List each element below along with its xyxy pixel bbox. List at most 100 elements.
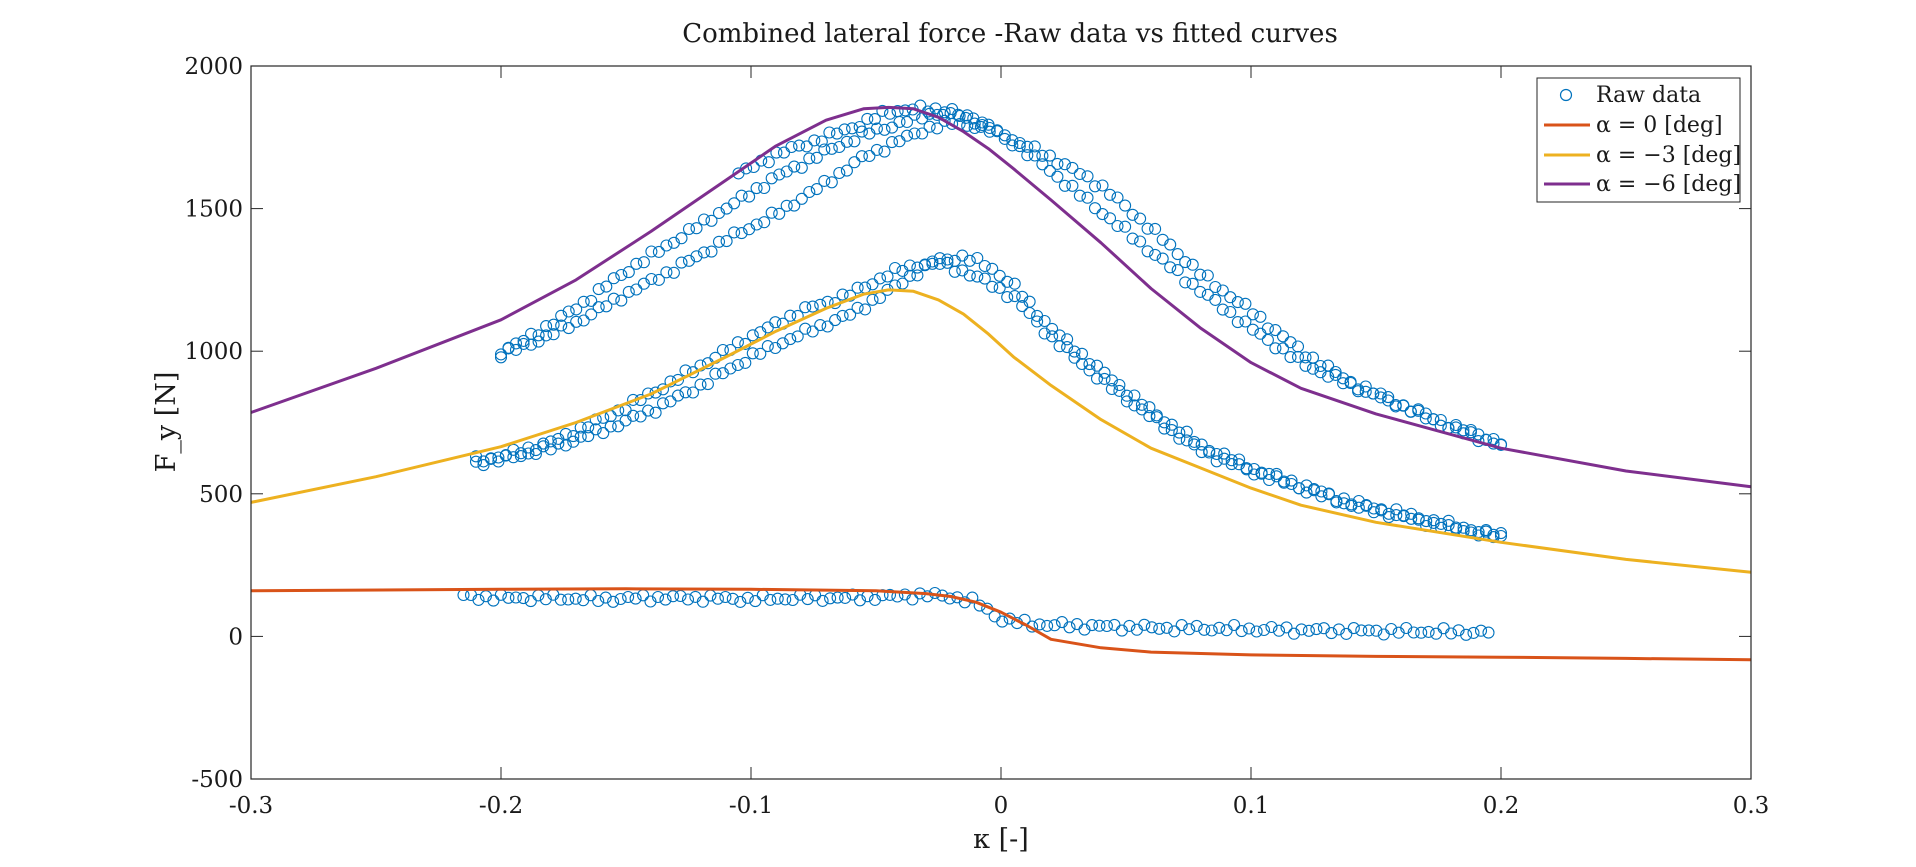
raw-data-point — [1098, 366, 1111, 379]
raw-data-point — [1374, 391, 1387, 404]
raw-data-point — [1164, 238, 1177, 251]
raw-data-point — [808, 134, 821, 147]
y-tick-label: 0 — [228, 624, 243, 650]
raw-data-point — [1128, 399, 1141, 412]
raw-data-point — [705, 214, 718, 227]
raw-data-point — [799, 322, 812, 335]
raw-data-point — [1285, 474, 1298, 487]
raw-data-point — [555, 309, 568, 322]
raw-data-point — [554, 593, 567, 606]
raw-data-point — [1397, 509, 1410, 522]
raw-data-point — [933, 252, 946, 265]
raw-data-point — [1180, 434, 1193, 447]
raw-data-point — [660, 266, 673, 279]
raw-data-point — [815, 135, 828, 148]
raw-data-point — [522, 441, 535, 454]
raw-data-point — [701, 378, 714, 391]
raw-data-point — [1467, 626, 1480, 639]
raw-data-point — [660, 239, 673, 252]
raw-data-point — [1457, 424, 1470, 437]
raw-data-point — [941, 253, 954, 266]
raw-data-point — [1284, 336, 1297, 349]
raw-data-point — [615, 294, 628, 307]
raw-data-point — [645, 272, 658, 286]
raw-data-point — [1359, 380, 1372, 393]
raw-data-point — [1329, 368, 1342, 381]
raw-data-point — [1111, 219, 1124, 233]
raw-data-point — [1306, 351, 1320, 364]
raw-data-point — [1028, 140, 1041, 153]
raw-data-point — [876, 104, 889, 117]
raw-data-point — [1284, 351, 1297, 364]
y-tick-label: 2000 — [184, 54, 243, 80]
raw-data-point — [1218, 447, 1231, 460]
raw-data-point — [952, 108, 965, 121]
raw-data-point — [604, 420, 617, 433]
raw-data-point — [1276, 330, 1290, 343]
raw-data-point — [991, 124, 1004, 137]
raw-data-point — [712, 206, 726, 220]
raw-data-point — [1134, 212, 1147, 225]
raw-data-point — [1367, 387, 1380, 400]
raw-data-point — [1008, 277, 1021, 290]
raw-data-point — [1119, 220, 1132, 233]
raw-data-point — [1390, 503, 1403, 516]
raw-data-point — [1194, 285, 1207, 298]
raw-data-point — [1063, 621, 1076, 634]
raw-data-point — [592, 283, 605, 296]
raw-data-point — [1096, 208, 1109, 221]
raw-data-point — [622, 590, 635, 604]
raw-data-point — [562, 593, 575, 606]
raw-data-point — [788, 199, 801, 212]
raw-data-point — [652, 245, 665, 258]
raw-data-point — [532, 335, 545, 348]
raw-data-point — [735, 189, 748, 202]
raw-data-point — [711, 592, 724, 605]
raw-data-point — [840, 135, 853, 148]
raw-data-point — [873, 272, 887, 285]
raw-data-point — [577, 295, 590, 308]
raw-data-point — [799, 301, 812, 314]
raw-data-point — [1449, 421, 1462, 434]
fitted-curves-layer — [250, 105, 1752, 662]
raw-data-point — [1168, 625, 1181, 638]
raw-data-point — [1135, 398, 1148, 411]
raw-data-point — [1061, 341, 1074, 354]
raw-data-point — [1171, 248, 1184, 261]
raw-data-point — [966, 591, 979, 604]
raw-data-point — [1209, 293, 1222, 306]
chart-title: Combined lateral force -Raw data vs fitt… — [682, 19, 1338, 49]
raw-data-point — [472, 593, 485, 606]
fitted-curve-line-0 — [250, 587, 1752, 662]
raw-data-point — [881, 270, 894, 283]
raw-data-point — [1382, 507, 1395, 520]
raw-data-point — [1359, 385, 1372, 398]
raw-data-point — [1105, 382, 1118, 396]
raw-data-point — [1239, 297, 1252, 310]
raw-data-point — [1344, 375, 1357, 388]
raw-data-point — [547, 328, 560, 341]
raw-data-point — [1382, 511, 1395, 524]
raw-data-point — [868, 113, 881, 126]
raw-data-point — [1120, 389, 1133, 402]
raw-data-point — [569, 592, 582, 605]
raw-data-point — [1013, 140, 1026, 153]
raw-data-point — [637, 256, 650, 269]
raw-data-point — [830, 127, 844, 140]
raw-data-point — [1420, 515, 1433, 528]
raw-data-point — [539, 593, 552, 606]
raw-data-point — [1315, 490, 1328, 503]
raw-data-point — [629, 592, 642, 605]
raw-data-point — [968, 121, 981, 135]
raw-data-point — [559, 427, 572, 440]
raw-data-point — [1051, 170, 1064, 183]
raw-data-point — [1367, 502, 1380, 515]
raw-data-point — [1081, 191, 1094, 204]
raw-data-point — [600, 300, 613, 313]
raw-data-point — [477, 455, 490, 468]
raw-data-point — [649, 386, 662, 399]
raw-data-point — [1073, 189, 1086, 202]
raw-data-point — [1073, 167, 1086, 181]
raw-data-point — [1210, 455, 1223, 468]
raw-data-point — [855, 150, 868, 163]
